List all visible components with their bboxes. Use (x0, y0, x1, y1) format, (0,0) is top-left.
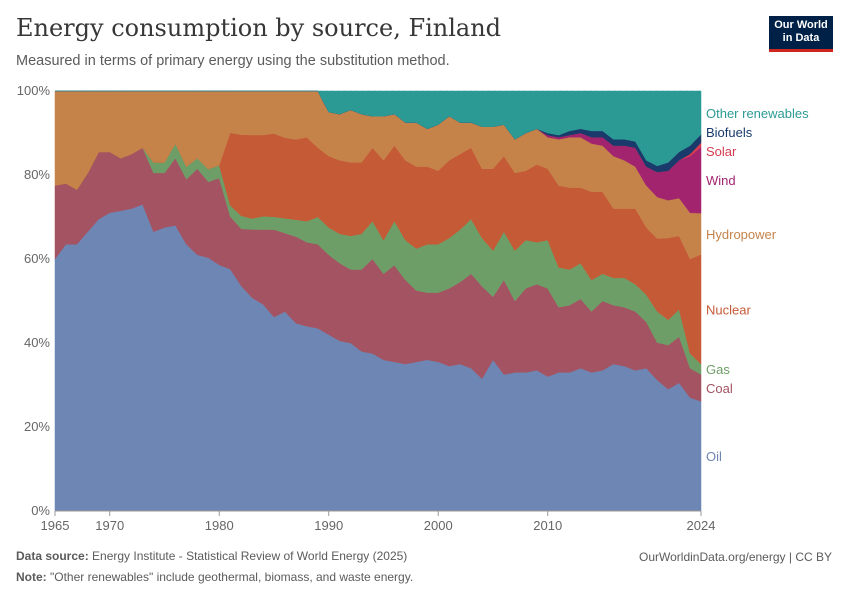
owid-logo[interactable]: Our World in Data (769, 16, 833, 52)
x-axis-ticks: 1965 1970 1980 1990 2000 2010 2024 (41, 510, 716, 533)
data-source: Data source: Energy Institute - Statisti… (16, 549, 407, 563)
series-label-biofuels[interactable]: Biofuels (706, 125, 753, 140)
x-tick-label: 2024 (687, 518, 716, 533)
chart-note: Note: "Other renewables" include geother… (16, 570, 413, 584)
note-label: Note: (16, 570, 47, 584)
chart-title: Energy consumption by source, Finland (16, 14, 502, 42)
series-label-hydropower[interactable]: Hydropower (706, 227, 777, 242)
logo-line-1: Our World (774, 19, 828, 31)
series-label-coal[interactable]: Coal (706, 381, 733, 396)
x-tick-label: 1970 (95, 518, 124, 533)
y-tick-label: 80% (24, 167, 50, 182)
area-other-renewables[interactable] (55, 90, 702, 167)
y-axis-ticks: 0% 20% 40% 60% 80% 100% (17, 83, 51, 518)
chart-subtitle: Measured in terms of primary energy usin… (16, 53, 450, 69)
series-label-solar[interactable]: Solar (706, 144, 737, 159)
x-tick-label: 1965 (41, 518, 70, 533)
y-tick-label: 60% (24, 251, 50, 266)
series-label-oil[interactable]: Oil (706, 449, 722, 464)
series-label-other-renewables[interactable]: Other renewables (706, 106, 809, 121)
series-label-wind[interactable]: Wind (706, 173, 736, 188)
y-tick-label: 100% (17, 83, 51, 98)
x-tick-label: 1990 (314, 518, 343, 533)
x-tick-label: 1980 (205, 518, 234, 533)
data-source-label: Data source: (16, 549, 89, 563)
x-tick-label: 2010 (533, 518, 562, 533)
logo-line-2: in Data (782, 32, 820, 44)
y-tick-label: 20% (24, 419, 50, 434)
credit-link[interactable]: OurWorldinData.org/energy | CC BY (639, 550, 832, 564)
series-labels: Oil Coal Gas Nuclear Hydropower Wind Solar Biof… (706, 106, 809, 464)
series-label-gas[interactable]: Gas (706, 362, 730, 377)
x-tick-label: 2000 (424, 518, 453, 533)
series-label-nuclear[interactable]: Nuclear (706, 302, 751, 317)
note-text: "Other renewables" include geothermal, b… (46, 570, 414, 584)
y-tick-label: 40% (24, 335, 50, 350)
area-series (54, 90, 702, 512)
y-tick-label: 0% (31, 503, 50, 518)
data-source-text[interactable]: Energy Institute - Statistical Review of… (88, 549, 408, 563)
